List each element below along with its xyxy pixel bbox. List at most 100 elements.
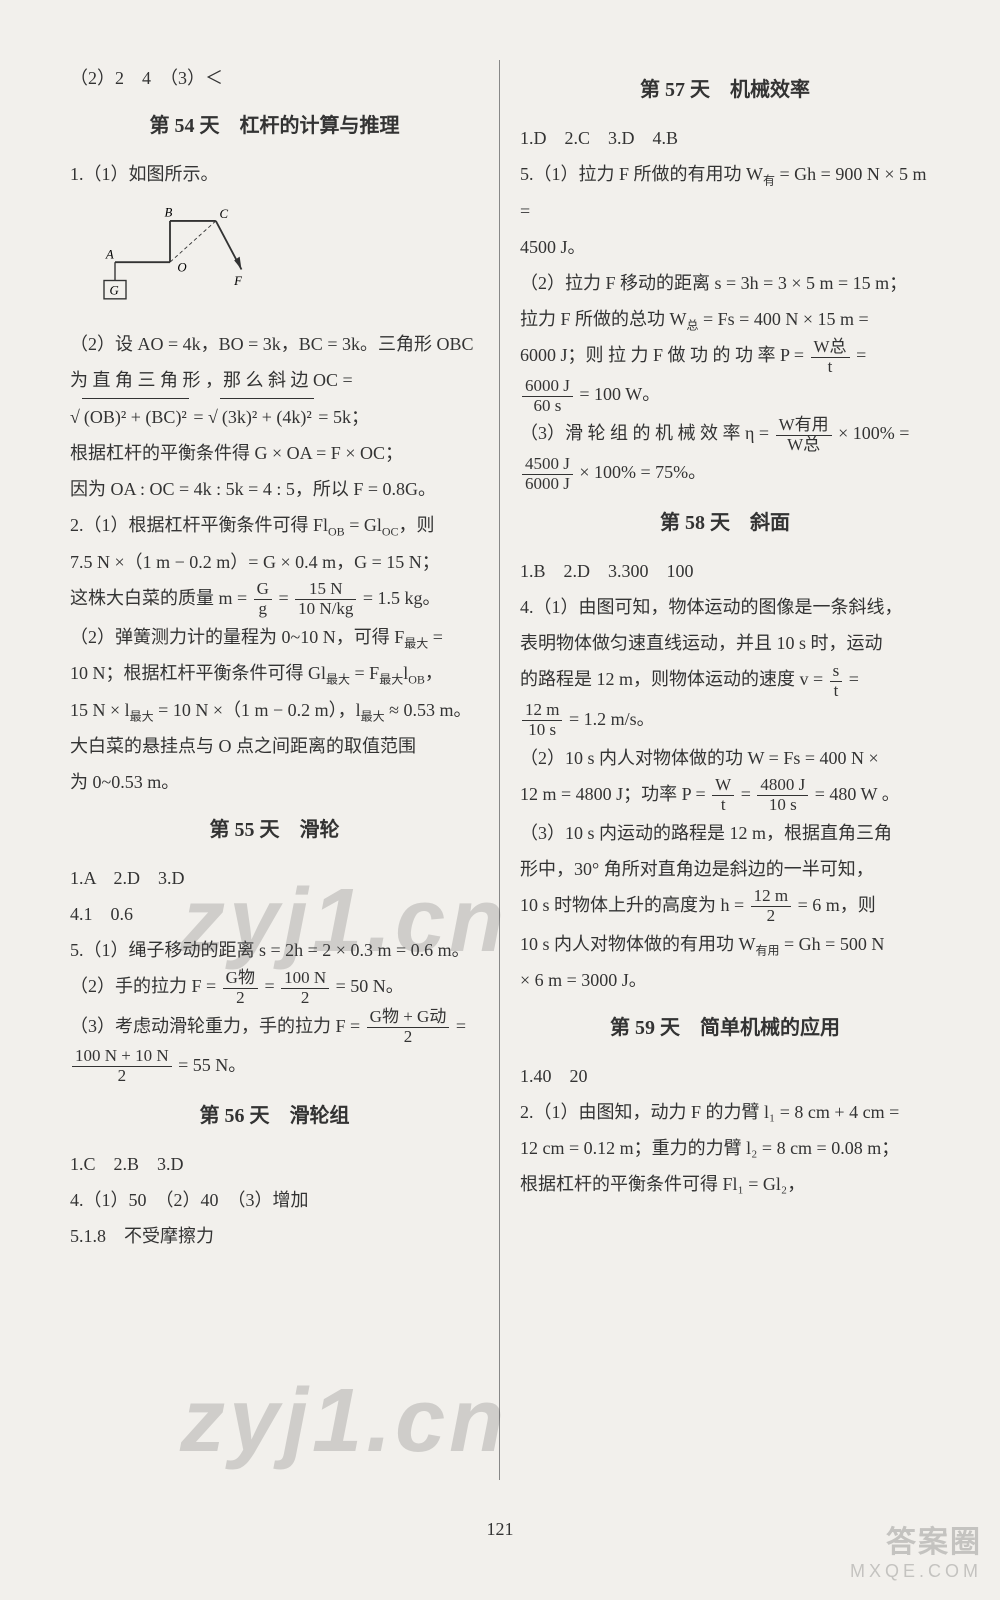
sub: OB xyxy=(408,673,425,687)
frac: 100 N2 xyxy=(281,969,329,1007)
den: 10 N/kg xyxy=(295,600,356,619)
pre-line: （2）2 4 （3）＜ xyxy=(70,60,479,96)
num: 12 m xyxy=(522,701,562,721)
num: 6000 J xyxy=(522,377,573,397)
t: ，则 xyxy=(399,515,435,535)
frac: G物 + G动2 xyxy=(367,1008,450,1046)
t: 5.（1）拉力 F 所做的有用功 W xyxy=(520,164,763,184)
l55-1: 1.A 2.D 3.D xyxy=(70,860,479,896)
l57-4b: 4500 J6000 J × 100% = 75%。 xyxy=(520,454,930,493)
l54-4b: 10 N；根据杠杆平衡条件可得 Gl最大 = F最大lOB， xyxy=(70,655,479,692)
l54-4a: （2）弹簧测力计的量程为 0~10 N，可得 F最大 = xyxy=(70,619,479,656)
l54-3c: 这株大白菜的质量 m = Gg = 15 N10 N/kg = 1.5 kg。 xyxy=(70,580,479,619)
l54-4e: 为 0~0.53 m。 xyxy=(70,764,479,800)
l54-2c: (OB)² + (BC)² = (3k)² + (4k)² = 5k； xyxy=(70,398,479,435)
num: G物 + G动 xyxy=(367,1008,450,1028)
corner-brand: 答案圈 MXQE.COM xyxy=(850,1517,982,1582)
num: 4800 J xyxy=(757,776,808,796)
l58-3a: （2）10 s 内人对物体做的功 W = Fs = 400 N × xyxy=(520,740,930,776)
label-F: F xyxy=(233,274,242,288)
den: g xyxy=(254,600,272,619)
sub: OC xyxy=(382,525,399,539)
den: 60 s xyxy=(522,397,573,416)
frac: 100 N + 10 N2 xyxy=(72,1047,172,1085)
t: ≈ 0.53 m。 xyxy=(385,700,472,720)
label-C: C xyxy=(220,207,229,221)
frac: 12 m2 xyxy=(751,887,791,925)
radical-icon xyxy=(208,407,218,427)
num: G物 xyxy=(223,969,258,989)
sub: 最大 xyxy=(326,673,350,687)
sub: 最大 xyxy=(361,709,385,723)
l58-2a: 4.（1）由图可知，物体运动的图像是一条斜线， xyxy=(520,589,930,625)
t: 12 m = 4800 J；功率 P = xyxy=(520,784,710,804)
l57-2b: 4500 J。 xyxy=(520,229,930,265)
l54-2b: 为 直 角 三 角 形 ，那 么 斜 边 OC = xyxy=(70,362,479,398)
num: 100 N + 10 N xyxy=(72,1047,172,1067)
heading-59: 第 59 天 简单机械的应用 xyxy=(520,1008,930,1048)
l55-5: （3）考虑动滑轮重力，手的拉力 F = G物 + G动2 = xyxy=(70,1008,479,1047)
l54-3b: 7.5 N ×（1 m − 0.2 m）= G × 0.4 m，G = 15 N… xyxy=(70,544,479,580)
sub: 最大 xyxy=(130,709,154,723)
frac: st xyxy=(830,662,843,700)
l55-2: 4.1 0.6 xyxy=(70,896,479,932)
heading-56: 第 56 天 滑轮组 xyxy=(70,1096,479,1136)
eq1: = xyxy=(193,407,208,427)
sub: 最大 xyxy=(379,673,403,687)
den: t xyxy=(830,682,843,701)
t: （2）弹簧测力计的量程为 0~10 N，可得 F xyxy=(70,627,404,647)
num: 12 m xyxy=(751,887,791,907)
l54-1: 1.（1）如图所示。 xyxy=(70,156,479,192)
t: 6000 J；则 拉 力 F 做 功 的 功 率 P = xyxy=(520,345,809,365)
t: 15 N × l xyxy=(70,700,130,720)
t: = xyxy=(741,784,756,804)
t: = 10 N ×（1 m − 0.2 m），l xyxy=(154,700,361,720)
num: 15 N xyxy=(295,580,356,600)
sub: 有 xyxy=(763,174,775,188)
l58-4b: 形中，30° 角所对直角边是斜边的一半可知， xyxy=(520,851,930,887)
l58-3b: 12 m = 4800 J；功率 P = Wt = 4800 J10 s = 4… xyxy=(520,776,930,815)
l58-2b: 表明物体做匀速直线运动，并且 10 s 时，运动 xyxy=(520,625,930,661)
sqrt2: (3k)² + (4k)² xyxy=(220,398,314,435)
l54-3a: 2.（1）根据杠杆平衡条件可得 FlOB = GlOC，则 xyxy=(70,507,479,544)
t: ， xyxy=(425,663,443,683)
frac: Gg xyxy=(254,580,272,618)
columns: （2）2 4 （3）＜ 第 54 天 杠杆的计算与推理 1.（1）如图所示。 A… xyxy=(70,60,930,1480)
l56-2: 4.（1）50 （2）40 （3）增加 xyxy=(70,1182,479,1218)
sub: 有用 xyxy=(756,943,780,957)
num: W总 xyxy=(811,338,850,358)
label-G: G xyxy=(110,283,119,297)
t: 10 N；根据杠杆平衡条件可得 Gl xyxy=(70,663,326,683)
t: 10 s 时物体上升的高度为 h = xyxy=(520,895,749,915)
l54-4d: 大白菜的悬挂点与 O 点之间距离的取值范围 xyxy=(70,728,479,764)
t: 2.（1）根据杠杆平衡条件可得 Fl xyxy=(70,515,328,535)
l56-1: 1.C 2.B 3.D xyxy=(70,1146,479,1182)
t: = xyxy=(428,627,443,647)
l57-4a: （3）滑 轮 组 的 机 械 效 率 η = W有用W总 × 100% = xyxy=(520,415,930,454)
l57-3d: 6000 J60 s = 100 W。 xyxy=(520,376,930,415)
den: W总 xyxy=(776,436,832,455)
l54-4c: 15 N × l最大 = 10 N ×（1 m − 0.2 m），l最大 ≈ 0… xyxy=(70,692,479,729)
label-B: B xyxy=(165,205,173,219)
den: 2 xyxy=(223,989,258,1008)
l58-1: 1.B 2.D 3.300 100 xyxy=(520,553,930,589)
t: = xyxy=(278,588,293,608)
t: （3）考虑动滑轮重力，手的拉力 F = xyxy=(70,1016,365,1036)
den: 2 xyxy=(367,1028,450,1047)
label-A: A xyxy=(105,248,114,262)
t: × 100% = xyxy=(838,423,909,443)
den: 2 xyxy=(72,1067,172,1086)
radical-icon xyxy=(70,407,80,427)
heading-54: 第 54 天 杠杆的计算与推理 xyxy=(70,106,479,146)
l58-4d: 10 s 内人对物体做的有用功 W有用 = Gh = 500 N xyxy=(520,926,930,963)
frac: 4500 J6000 J xyxy=(522,455,573,493)
l59-2b: 12 cm = 0.12 m；重力的力臂 l₂ = 8 cm = 0.08 m； xyxy=(520,1130,930,1166)
l59-1: 1.40 20 xyxy=(520,1058,930,1094)
l58-2c: 的路程是 12 m，则物体运动的速度 v = st = xyxy=(520,661,930,700)
frac: 15 N10 N/kg xyxy=(295,580,356,618)
den: 10 s xyxy=(757,796,808,815)
t: = 50 N。 xyxy=(336,976,404,996)
den: t xyxy=(712,796,734,815)
num: 100 N xyxy=(281,969,329,989)
frac: G物2 xyxy=(223,969,258,1007)
